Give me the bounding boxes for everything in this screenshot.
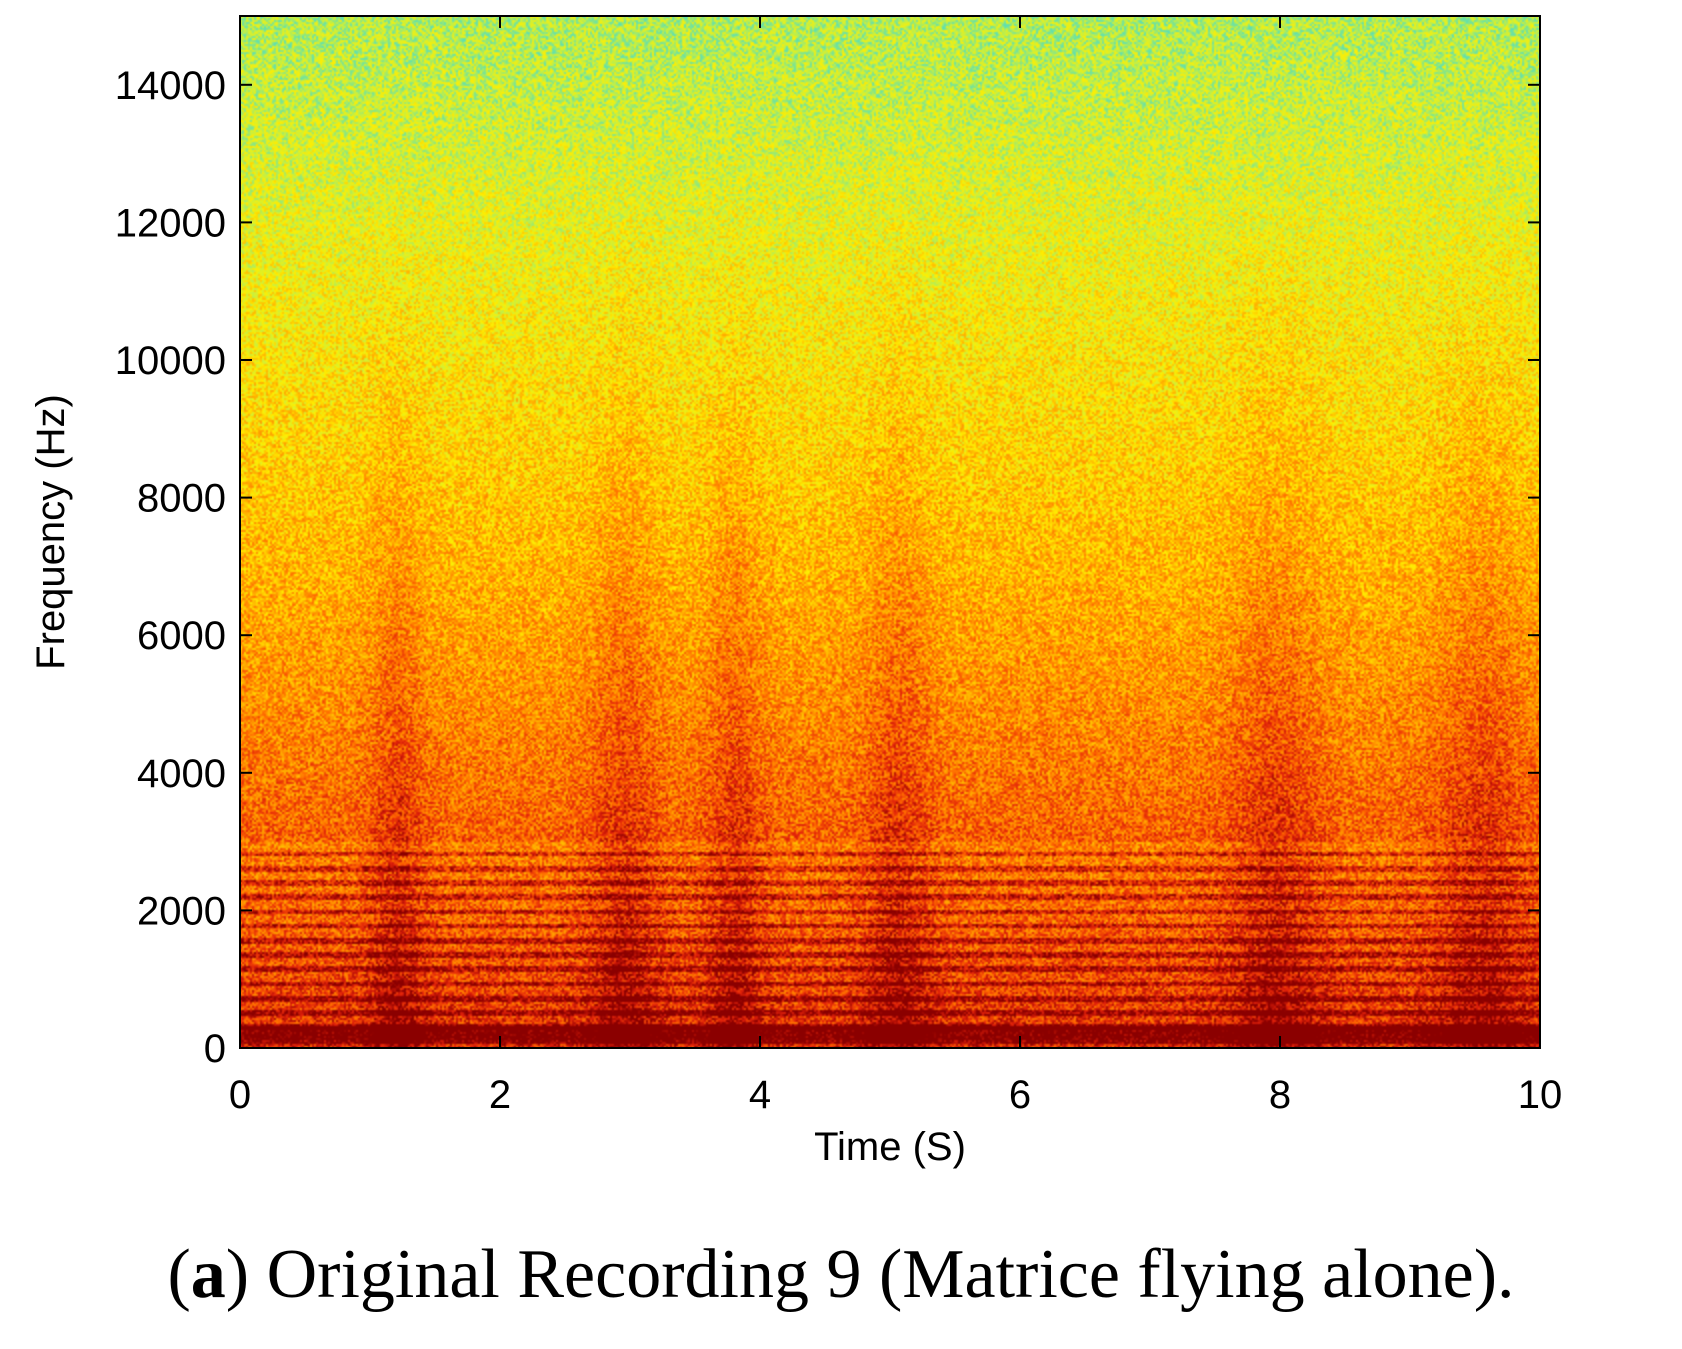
- y-tick-label: 10000: [115, 339, 226, 383]
- caption-open-paren: (: [167, 1236, 191, 1313]
- plot-frame: [239, 15, 1541, 1049]
- y-tick-label: 12000: [115, 201, 226, 245]
- figure-caption: (a) Original Recording 9 (Matrice flying…: [0, 1235, 1682, 1315]
- y-tick-label: 0: [204, 1027, 226, 1071]
- x-tick-label: 2: [489, 1073, 511, 1117]
- x-tick-label: 8: [1269, 1073, 1291, 1117]
- axis-ticks: 0 2 4 6 8 10 0 2000 4000 6000 8000 10000 12000 14000: [115, 16, 1562, 1117]
- y-tick-label: 8000: [137, 477, 226, 521]
- y-tick-label: 4000: [137, 752, 226, 796]
- y-tick-label: 2000: [137, 889, 226, 933]
- y-tick-label: 14000: [115, 64, 226, 108]
- x-axis-label: Time (S): [814, 1125, 966, 1169]
- caption-close-paren: ): [225, 1236, 250, 1313]
- spectrogram-heatmap: [240, 16, 1540, 1048]
- x-tick-label: 6: [1009, 1073, 1031, 1117]
- caption-text: Original Recording 9 (Matrice flying alo…: [249, 1236, 1515, 1313]
- caption-label: a: [190, 1236, 226, 1313]
- x-tick-label: 4: [749, 1073, 771, 1117]
- spectrogram-figure: 0 2 4 6 8 1002000400060008000100001200014000 …: [29, 15, 1562, 1169]
- x-tick-label: 10: [1518, 1073, 1563, 1117]
- x-tick-label: 0: [229, 1073, 251, 1117]
- spectrogram-plot: [239, 15, 1541, 1049]
- y-tick-label: 6000: [137, 614, 226, 658]
- y-axis-label: Frequency (Hz): [29, 394, 73, 670]
